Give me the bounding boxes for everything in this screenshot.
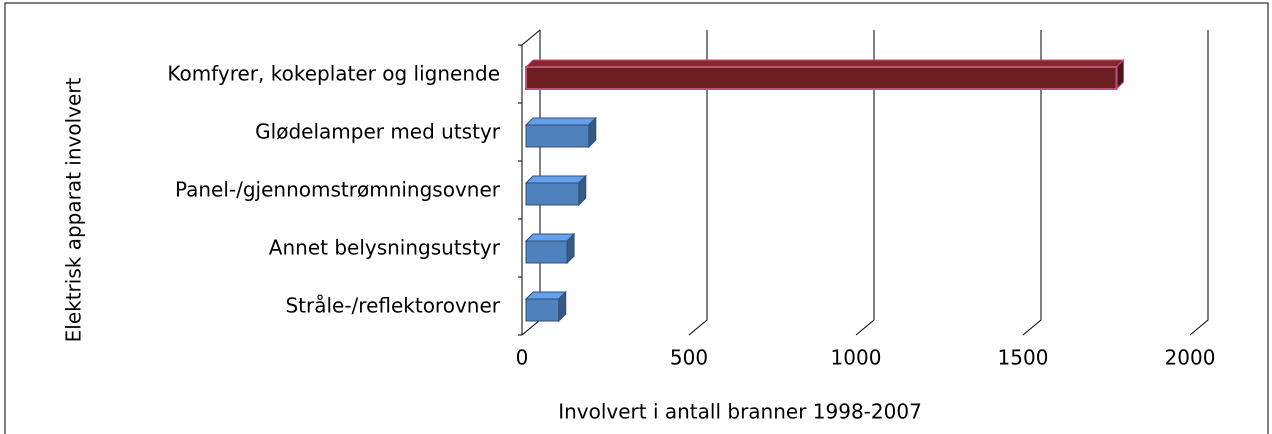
grid-line: [1022, 30, 1042, 336]
bar-top: [524, 175, 587, 184]
x-tick-label: 1500: [998, 346, 1049, 370]
frame: [4, 2, 1269, 434]
x-axis-title: Involvert i antall branner 1998-2007: [558, 400, 922, 424]
bar: [524, 116, 598, 149]
bar-top: [524, 233, 576, 242]
x-tick-label: 1000: [831, 346, 882, 370]
category-label: Annet belysningsutstyr: [269, 236, 501, 260]
bar-front: [525, 66, 1118, 90]
bar-front: [525, 240, 568, 264]
grid-line: [688, 30, 708, 336]
floor-edge: [521, 29, 541, 46]
category-label: Panel-/gjennomstrømningsovner: [175, 178, 501, 202]
bar: [524, 174, 587, 207]
x-tick-label: 500: [670, 346, 708, 370]
bar: [524, 58, 1125, 91]
bar-top: [524, 117, 598, 126]
bar-front: [525, 124, 590, 148]
bar-top: [524, 59, 1125, 68]
category-label: Stråle-/reflektorovner: [285, 294, 500, 318]
bar: [524, 232, 576, 265]
category-label: Komfyrer, kokeplater og lignende: [167, 62, 500, 86]
bar-front: [525, 182, 580, 206]
bar-front: [525, 298, 560, 322]
bar: [524, 290, 567, 323]
y-axis-title: Elektrisk apparat involvert: [62, 77, 86, 342]
grid-line: [855, 30, 875, 336]
x-tick-label: 2000: [1165, 346, 1216, 370]
grid-line: [1189, 30, 1209, 336]
x-tick-label: 0: [516, 346, 529, 370]
category-label: Glødelamper med utstyr: [255, 120, 501, 144]
